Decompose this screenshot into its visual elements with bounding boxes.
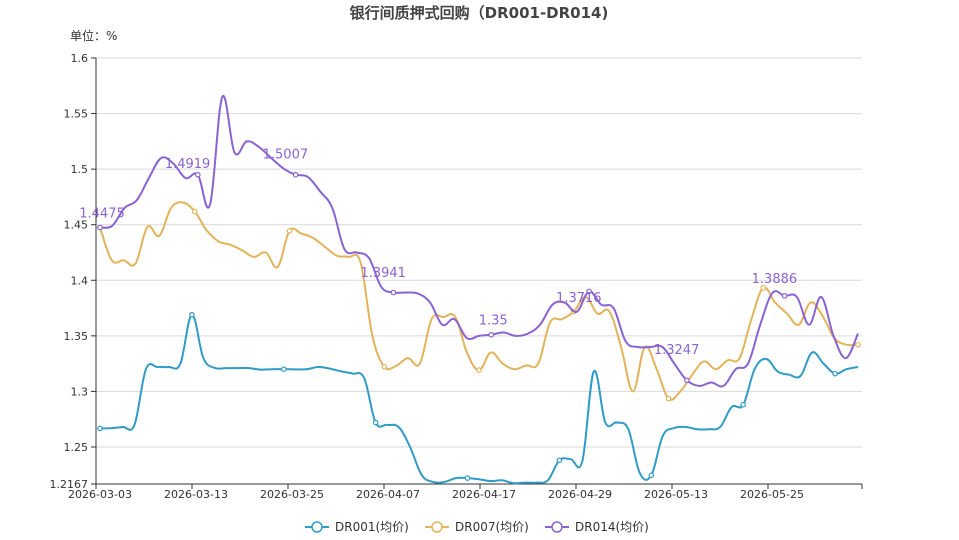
x-tick-label: 2026-04-17 [452,488,516,501]
data-label: 1.4475 [79,206,125,221]
series-group [97,95,861,485]
data-label: 1.35 [479,314,508,329]
data-point [855,341,861,348]
data-label: 1.5007 [263,147,309,162]
legend-label: DR001(均价) [335,520,409,534]
x-tick-label: 2026-04-07 [356,488,420,501]
data-point [556,457,563,464]
data-label: 1.3247 [654,343,700,358]
data-point [684,377,690,384]
y-tick-label: 1.2167 [50,478,89,491]
data-point [195,171,201,178]
chart-title: 银行间质押式回购（DR001-DR014) [350,4,609,22]
x-tick-label: 2026-05-13 [644,488,708,501]
data-point [781,293,788,299]
y-tick-label: 1.35 [64,330,89,343]
legend[interactable]: DR001(均价) DR007(均价) DR014(均价) [305,520,649,534]
x-axis: 2026-03-03 2026-03-13 2026-03-25 2026-04-07… [68,483,863,501]
data-point [280,366,287,372]
legend-item-1[interactable]: DR007(均价) [425,520,529,534]
data-point [372,419,379,426]
data-point [648,472,655,479]
legend-item-2[interactable]: DR014(均价) [545,520,649,534]
data-point [740,401,746,408]
data-point [586,288,592,295]
data-point [286,228,293,234]
data-point [488,331,495,338]
data-point [464,475,471,481]
data-point [292,171,299,178]
data-point [381,363,388,370]
y-tick-label: 1.25 [64,441,89,454]
data-point [97,425,103,432]
legend-marker-icon [311,521,323,533]
legend-label: DR007(均价) [455,520,529,534]
x-tick-label: 2026-03-13 [164,488,228,501]
x-tick-label: 2026-05-25 [740,488,804,501]
series-line-0 [99,313,859,485]
y-tick-label: 1.45 [64,219,89,232]
legend-marker-icon [551,521,563,533]
data-point [832,370,838,377]
data-label: 1.4919 [165,157,211,172]
data-point [390,289,397,296]
series-line-2 [99,95,859,388]
y-tick-label: 1.4 [71,274,89,287]
data-label: 1.3716 [556,291,602,306]
legend-marker-icon [431,521,443,533]
data-label: 1.3886 [752,272,798,287]
unit-label: 单位：% [70,28,117,43]
x-tick-label: 2026-04-29 [548,488,612,501]
y-tick-label: 1.6 [71,52,89,65]
y-tick-label: 1.5 [71,163,89,176]
legend-label: DR014(均价) [575,520,649,534]
data-point [97,224,103,231]
y-tick-label: 1.55 [64,108,89,121]
data-labels: 1.4475 1.4919 1.5007 1.3941 1.35 1.3716 1.3247… [79,147,797,358]
data-point [189,311,195,318]
data-point [476,367,482,373]
grid [96,57,862,448]
data-point [665,395,672,402]
data-point [760,285,767,291]
data-point [191,208,198,215]
y-axis: 1.2167 1.25 1.3 1.35 1.4 1.45 1.5 1.55 1.6 [50,52,97,491]
x-tick-label: 2026-03-25 [260,488,324,501]
legend-item-0[interactable]: DR001(均价) [305,520,409,534]
x-tick-label: 2026-03-03 [68,488,132,501]
data-label: 1.3941 [360,266,406,281]
y-tick-label: 1.3 [71,385,89,398]
